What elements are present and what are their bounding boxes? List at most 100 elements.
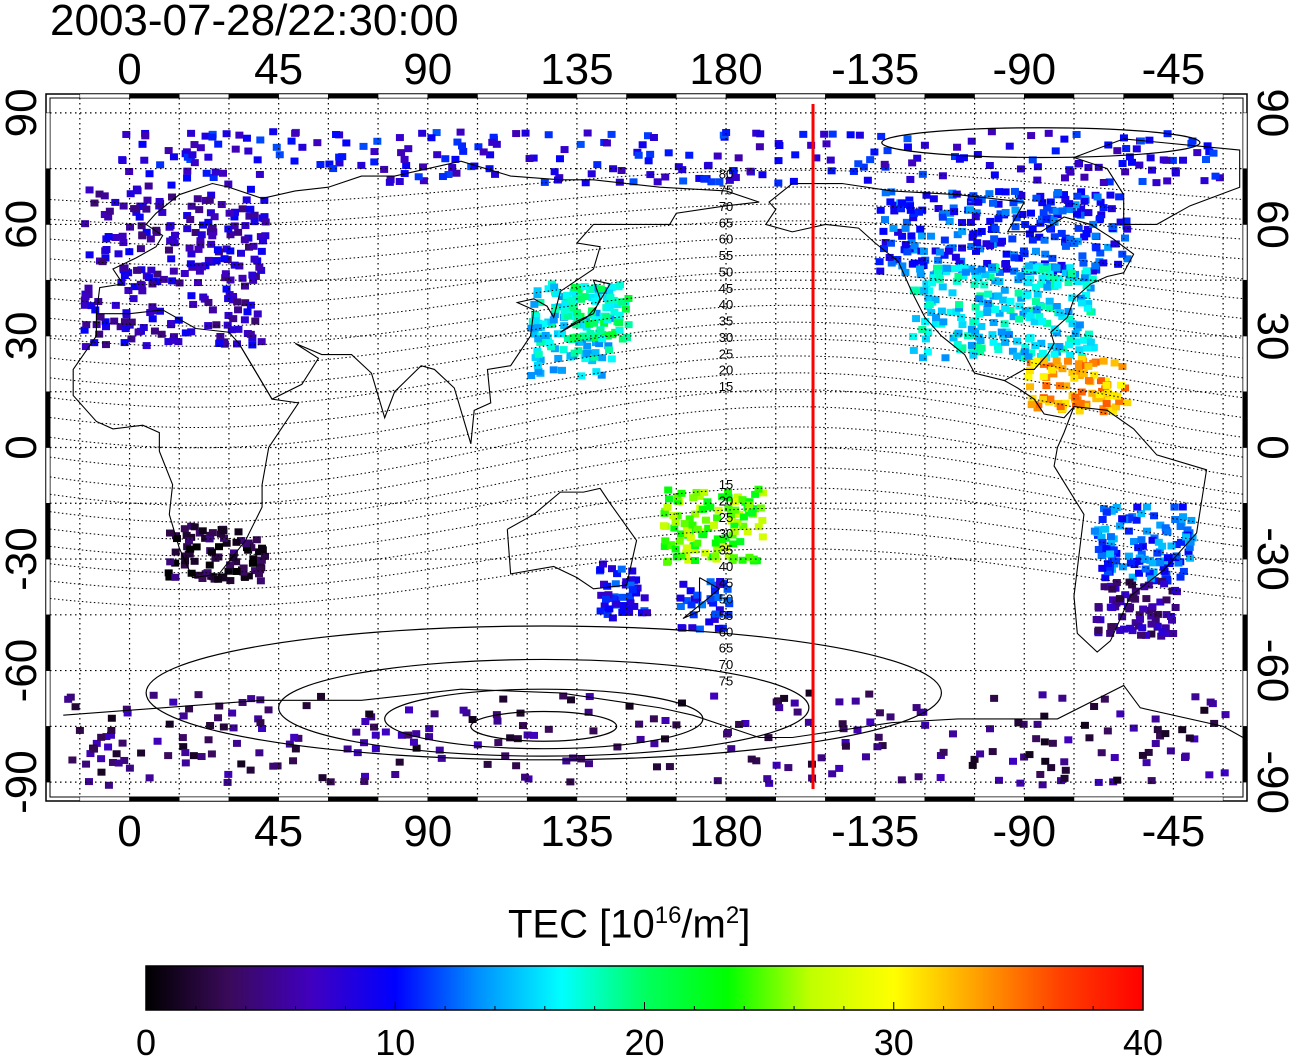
tec-cell [140, 156, 149, 164]
tec-cell [901, 224, 910, 232]
border-segment-top [328, 93, 379, 99]
tec-cell [691, 556, 700, 564]
tec-cell [1071, 330, 1080, 338]
tec-cell [102, 245, 111, 253]
tec-cell [1030, 359, 1039, 367]
tec-cell [243, 308, 252, 316]
tec-cell [232, 739, 241, 747]
border-segment-top [974, 93, 1025, 99]
tec-cell [139, 324, 148, 332]
tec-cell [1094, 163, 1103, 171]
tec-cell [919, 262, 928, 270]
tec-cell [916, 265, 925, 273]
border-segment-left [45, 726, 51, 783]
tec-cell [1075, 346, 1084, 354]
tec-cell [1178, 726, 1187, 734]
tec-cell [1011, 223, 1020, 231]
tec-cell [1089, 344, 1098, 352]
tec-cell [204, 298, 213, 306]
border-segment-left [45, 447, 51, 504]
tec-cell [650, 740, 659, 748]
tec-cell [949, 334, 958, 342]
tec-cell [357, 161, 366, 169]
border-segment-right [1242, 335, 1248, 392]
tec-cell [255, 170, 264, 178]
tec-cell [194, 571, 203, 579]
tec-cell [534, 350, 543, 358]
tec-cell [193, 279, 202, 287]
tec-cell [1122, 145, 1131, 153]
tec-cell [588, 293, 597, 301]
tec-cell [934, 204, 943, 212]
tec-cell [178, 734, 187, 742]
tec-cell [1132, 516, 1141, 524]
tec-cell [1014, 289, 1023, 297]
contour-label: 65 [719, 641, 733, 656]
tec-cell [171, 548, 180, 556]
tec-cell [715, 580, 724, 588]
tec-cell [1009, 199, 1018, 207]
tec-cell [1106, 550, 1115, 558]
tec-cell [1107, 623, 1116, 631]
tec-cell [1049, 274, 1058, 282]
tec-cell [713, 152, 722, 160]
tec-cell [365, 710, 374, 718]
tec-cell [212, 321, 221, 329]
tec-cell [1083, 225, 1092, 233]
tec-cell [1123, 255, 1132, 263]
tec-cell [137, 222, 146, 230]
tec-cell [234, 325, 243, 333]
tec-cell [919, 708, 928, 716]
tec-cell [927, 308, 936, 316]
tec-cell [169, 698, 178, 706]
tec-cell [240, 282, 249, 290]
tec-cell [96, 313, 105, 321]
tec-cell [181, 150, 190, 158]
tec-cell [1077, 188, 1086, 196]
tec-cell [1161, 730, 1170, 738]
tec-cell [226, 247, 235, 255]
tec-cell [530, 300, 539, 308]
tec-cell [227, 326, 236, 334]
tec-cell [710, 587, 719, 595]
tec-cell [1021, 344, 1030, 352]
tec-cell [204, 322, 213, 330]
tec-cell [1044, 129, 1053, 137]
tec-cell [1142, 631, 1151, 639]
tec-cell [948, 730, 957, 738]
tec-cell [730, 522, 739, 530]
tec-cell [190, 557, 199, 565]
tec-cell [187, 292, 196, 300]
tec-cell [1108, 407, 1117, 415]
tec-cell [926, 232, 935, 240]
tec-cell [246, 766, 255, 774]
tec-cell [1135, 569, 1144, 577]
tec-cell [877, 132, 886, 140]
tec-cell [1053, 281, 1062, 289]
tec-cell [1154, 538, 1163, 546]
tec-cell [166, 558, 175, 566]
tec-cell [1137, 510, 1146, 518]
tec-cell [1101, 525, 1110, 533]
tec-cell [248, 559, 257, 567]
tec-cell [92, 739, 101, 747]
tec-cell [204, 256, 213, 264]
tec-cell [1009, 757, 1018, 765]
tec-cell [188, 151, 197, 159]
tec-cell [220, 340, 229, 348]
tec-cell [1190, 735, 1199, 743]
tec-cell [1040, 356, 1049, 364]
tec-cell [1147, 630, 1156, 638]
tec-cell [906, 175, 915, 183]
tec-cell [839, 725, 848, 733]
tec-cell [909, 214, 918, 222]
lat-tick-label-left: 90 [0, 88, 46, 137]
tec-cell [245, 243, 254, 251]
contour-label: 60 [719, 232, 733, 247]
tec-cell [1002, 250, 1011, 258]
tec-cell [1178, 513, 1187, 521]
tec-cell [255, 548, 264, 556]
tec-cell [1203, 142, 1212, 150]
tec-cell [627, 576, 636, 584]
tec-cell [179, 712, 188, 720]
